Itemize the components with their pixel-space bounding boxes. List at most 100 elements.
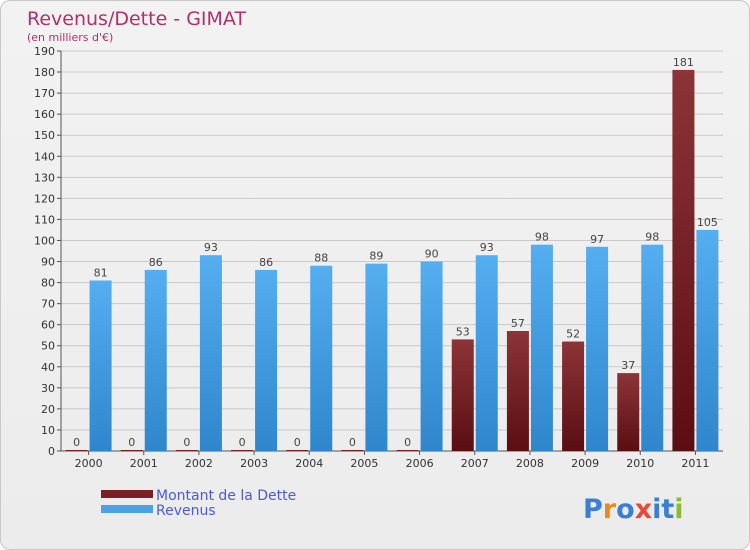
- bar-dette: [617, 373, 640, 451]
- data-label-dette: 0: [239, 436, 246, 449]
- y-tick-label: 160: [34, 108, 55, 121]
- data-label-dette: 37: [621, 359, 635, 372]
- data-label-revenus: 97: [590, 233, 604, 246]
- y-tick-label: 130: [34, 171, 55, 184]
- bars-layer: [65, 69, 719, 452]
- bar-dette: [562, 341, 585, 451]
- x-tick-label: 2004: [295, 457, 323, 470]
- y-tick-label: 20: [41, 403, 55, 416]
- y-tick-label: 90: [41, 256, 55, 269]
- y-tick-label: 150: [34, 129, 55, 142]
- bar-revenus: [586, 246, 609, 451]
- y-tick-label: 180: [34, 66, 55, 79]
- data-label-dette: 0: [404, 436, 411, 449]
- data-label-dette: 57: [511, 317, 525, 330]
- data-label-revenus: 81: [94, 266, 108, 279]
- data-label-revenus: 86: [149, 256, 163, 269]
- x-tick-label: 2006: [406, 457, 434, 470]
- data-label-revenus: 93: [480, 241, 494, 254]
- logo-letter: o: [616, 494, 635, 525]
- bar-dette: [451, 339, 474, 451]
- data-label-revenus: 105: [697, 216, 718, 229]
- y-tick-label: 190: [34, 45, 55, 58]
- bar-dette: [120, 450, 143, 451]
- logo-letter: r: [603, 494, 617, 525]
- labels-layer: 0 81 0 86 0 93 0 86 0 88 0 89 0 90 53 93 57 98 52 97 37 98 181…: [73, 56, 718, 449]
- bar-dette: [672, 69, 695, 452]
- x-tick-label: 2009: [571, 457, 599, 470]
- data-label-dette: 53: [456, 325, 470, 338]
- legend-label-dette: Montant de la Dette: [156, 488, 296, 504]
- data-label-dette: 0: [349, 436, 356, 449]
- y-tick-label: 100: [34, 234, 55, 247]
- bar-revenus: [199, 255, 222, 451]
- bar-dette: [341, 450, 364, 451]
- data-label-revenus: 86: [259, 256, 273, 269]
- y-tick-label: 0: [48, 445, 55, 458]
- legend-label-revenus: Revenus: [156, 503, 216, 519]
- y-tick-label: 140: [34, 150, 55, 163]
- data-label-revenus: 93: [204, 241, 218, 254]
- logo-letter: P: [583, 494, 603, 525]
- x-tick-label: 2003: [240, 457, 268, 470]
- bar-dette: [65, 450, 88, 451]
- data-label-dette: 0: [294, 436, 301, 449]
- bar-revenus: [530, 244, 553, 451]
- bar-dette: [286, 450, 309, 451]
- bar-dette: [231, 450, 254, 451]
- y-tick-label: 170: [34, 87, 55, 100]
- bar-dette: [506, 331, 529, 451]
- bar-revenus: [255, 269, 278, 451]
- y-tick-label: 60: [41, 319, 55, 332]
- legend-swatch-revenus: [101, 505, 153, 513]
- data-label-revenus: 90: [425, 248, 439, 261]
- data-label-dette: 0: [73, 436, 80, 449]
- bar-revenus: [365, 263, 388, 451]
- x-tick-label: 2007: [461, 457, 489, 470]
- bar-dette: [175, 450, 198, 451]
- bar-dette: [396, 450, 419, 451]
- data-label-dette: 0: [128, 436, 135, 449]
- data-label-dette: 0: [183, 436, 190, 449]
- bar-revenus: [420, 261, 443, 451]
- bar-revenus: [696, 229, 719, 451]
- data-label-revenus: 89: [369, 250, 383, 263]
- y-tick-label: 30: [41, 382, 55, 395]
- legend: Montant de la Dette Revenus: [101, 488, 296, 519]
- x-tick-label: 2002: [185, 457, 213, 470]
- bar-revenus: [475, 255, 498, 451]
- grid-layer: [61, 50, 723, 452]
- y-tick-label: 70: [41, 298, 55, 311]
- logo-letter: i: [652, 494, 661, 525]
- data-label-dette: 52: [566, 328, 580, 341]
- proxiti-logo: Proxiti: [583, 494, 684, 525]
- data-label-revenus: 88: [314, 252, 328, 265]
- y-tick-label: 50: [41, 340, 55, 353]
- x-tick-label: 2001: [130, 457, 158, 470]
- y-tick-label: 40: [41, 361, 55, 374]
- chart-subtitle: (en milliers d'€): [27, 31, 113, 44]
- logo-letter: t: [661, 494, 674, 525]
- bar-revenus: [89, 280, 112, 451]
- y-tick-label: 120: [34, 192, 55, 205]
- chart-title: Revenus/Dette - GIMAT: [27, 8, 246, 30]
- x-tick-label: 2008: [516, 457, 544, 470]
- x-tick-label: 2011: [681, 457, 709, 470]
- y-tick-label: 110: [34, 213, 55, 226]
- bar-revenus: [310, 265, 333, 451]
- logo-letter: x: [635, 494, 652, 525]
- x-tick-label: 2010: [626, 457, 654, 470]
- x-tick-label: 2000: [75, 457, 103, 470]
- axis-layer: 0 10 20 30 40 50 60 70 80 90 100 110 120 130 140 150 160…: [34, 45, 723, 470]
- y-tick-label: 10: [41, 424, 55, 437]
- y-tick-label: 80: [41, 277, 55, 290]
- data-label-dette: 181: [673, 56, 694, 69]
- legend-swatch-dette: [101, 490, 153, 498]
- data-label-revenus: 98: [535, 231, 549, 244]
- bar-revenus: [641, 244, 664, 451]
- x-tick-label: 2005: [350, 457, 378, 470]
- bar-revenus: [144, 269, 167, 451]
- logo-letter: i: [674, 494, 683, 525]
